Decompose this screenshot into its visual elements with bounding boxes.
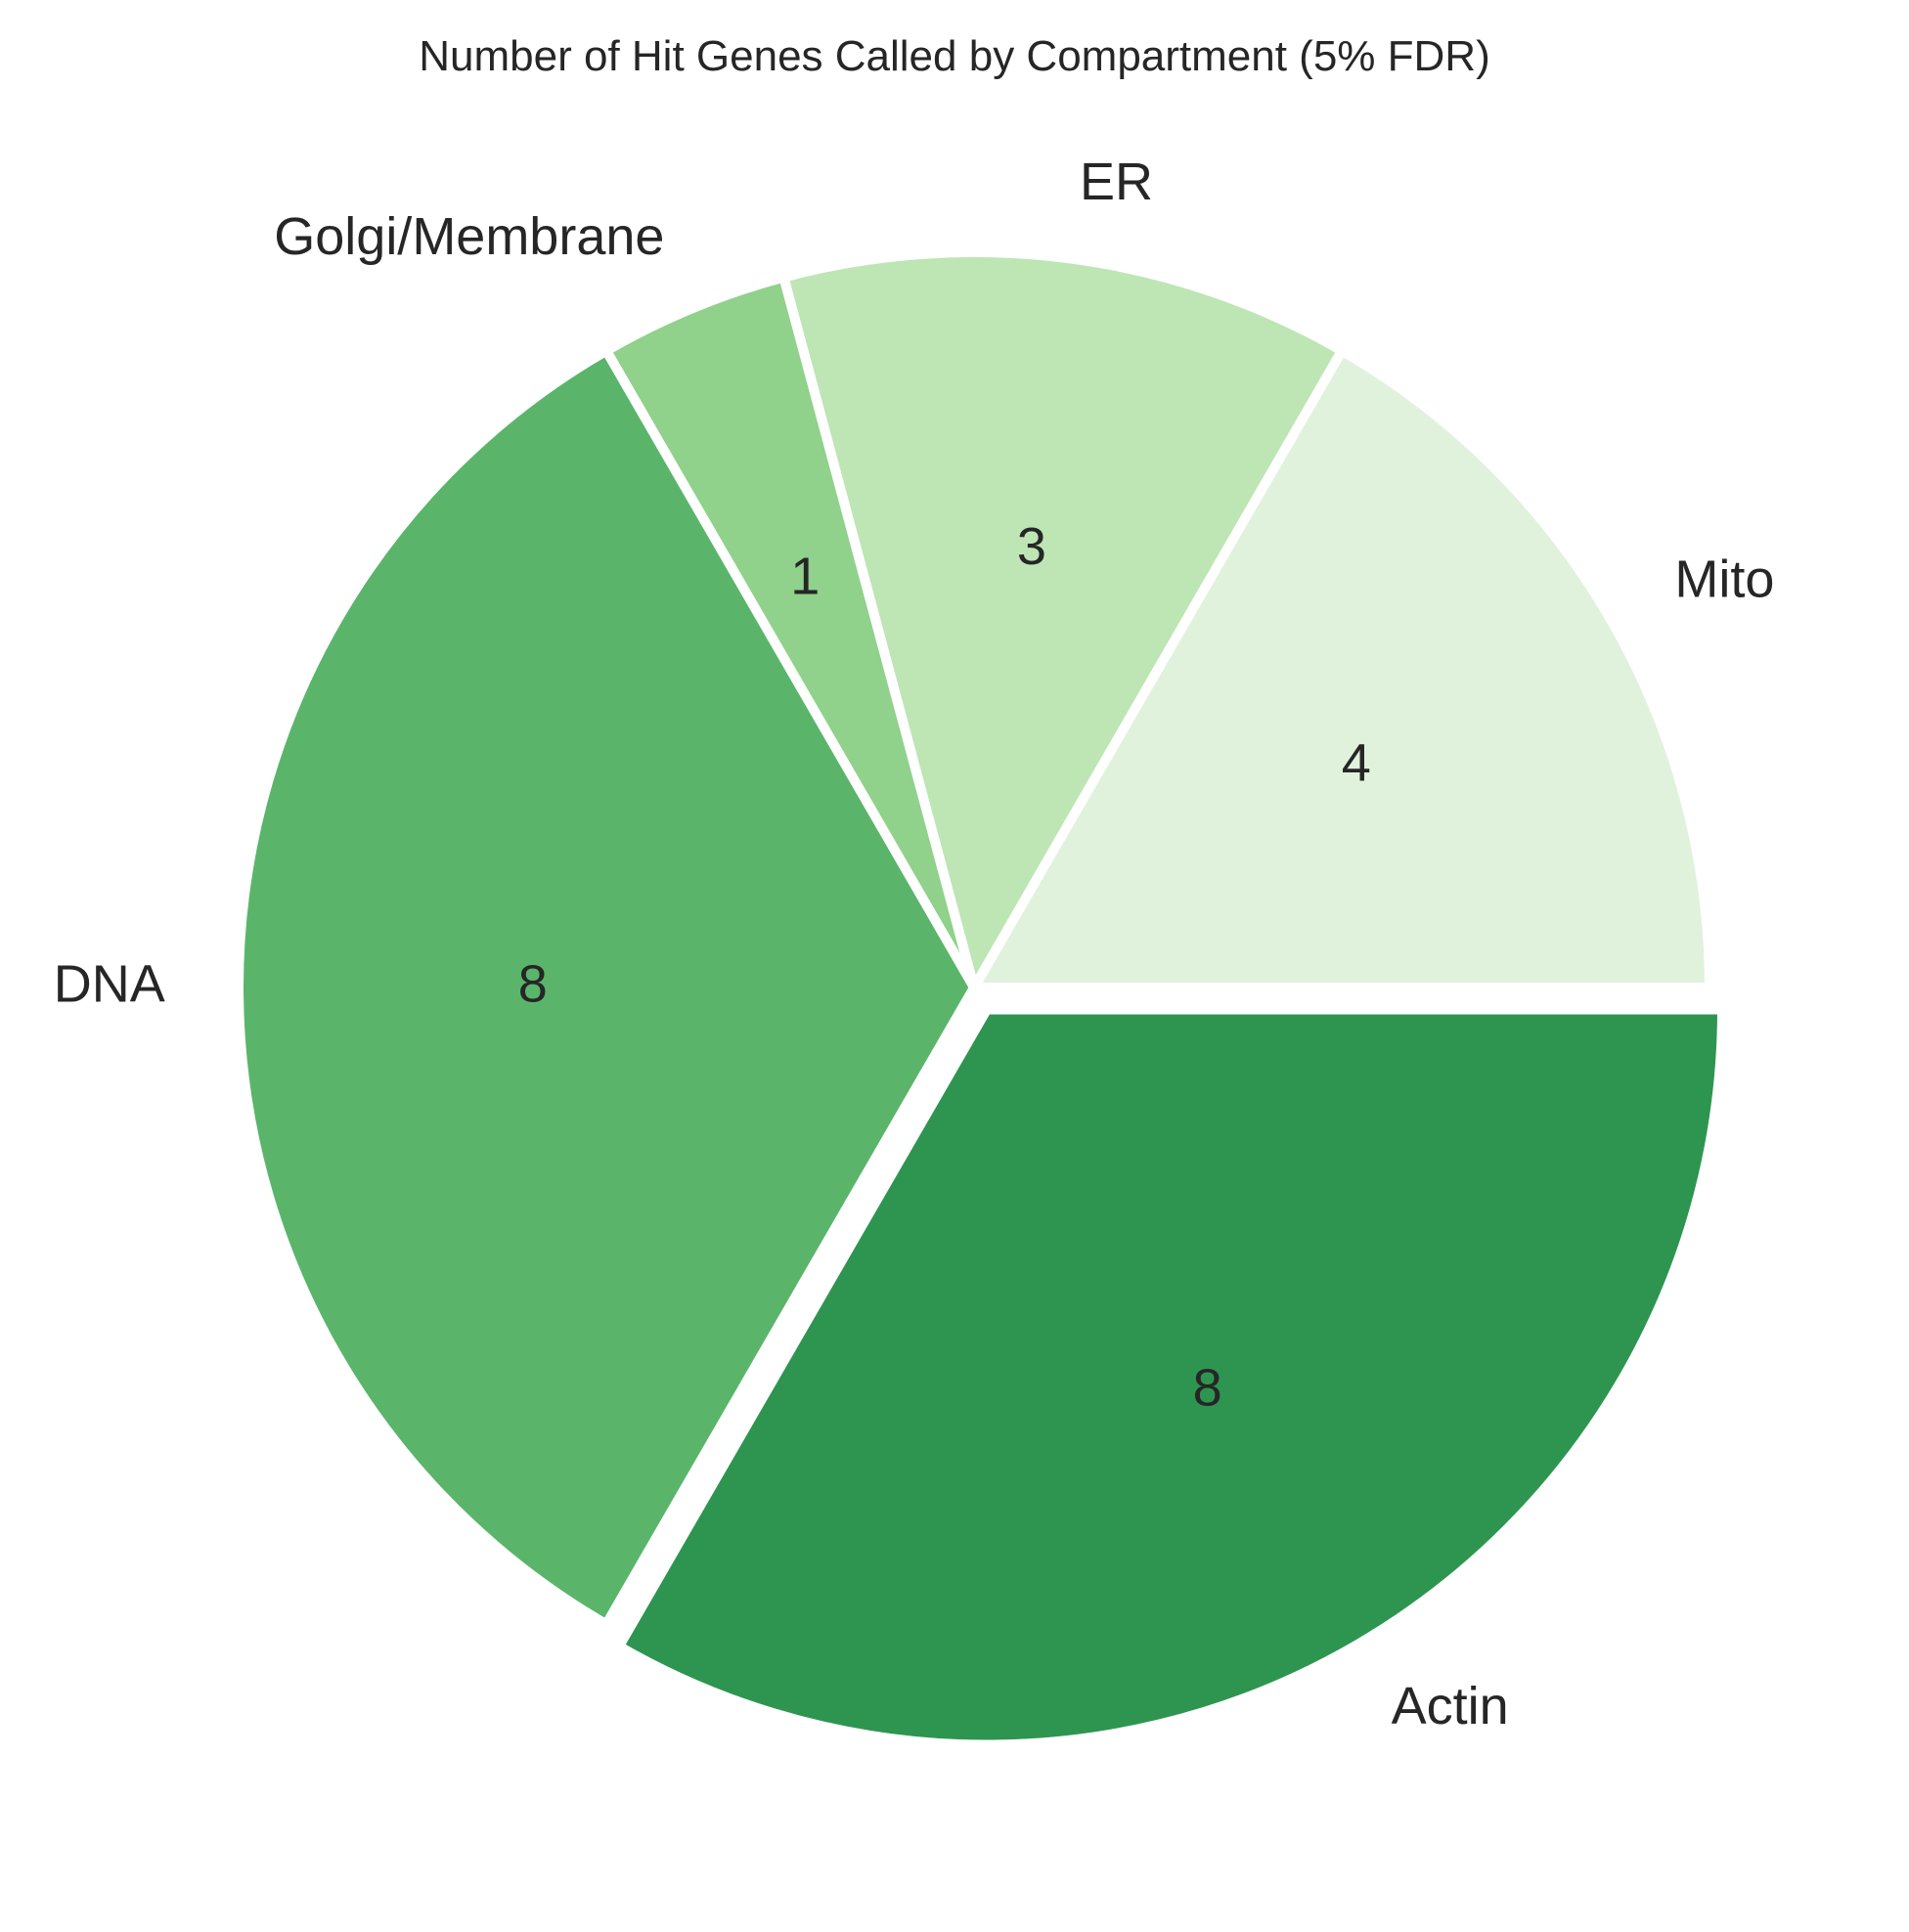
pie-slice-mito (969, 345, 1714, 992)
pie-slice-er (778, 247, 1347, 992)
category-label-mito: Mito (1674, 550, 1774, 609)
value-label-actin: 8 (1193, 1359, 1222, 1418)
category-labels: Mito ER Golgi/Membrane DNA Actin (54, 153, 1775, 1735)
value-label-mito: 4 (1342, 734, 1371, 793)
category-label-dna: DNA (54, 954, 165, 1013)
value-labels: 4 3 1 8 8 (518, 517, 1371, 1418)
value-label-dna: 8 (518, 954, 548, 1013)
chart-title: Number of Hit Genes Called by Compartmen… (419, 32, 1489, 80)
value-label-er: 3 (1017, 517, 1046, 576)
pie-slices (234, 247, 1727, 1750)
pie-slice-dna (234, 345, 979, 1630)
category-label-er: ER (1080, 153, 1153, 211)
category-label-actin: Actin (1392, 1677, 1509, 1735)
value-label-golgi-membrane: 1 (790, 547, 820, 605)
pie-slice-actin (614, 1004, 1727, 1750)
category-label-golgi-membrane: Golgi/Membrane (274, 207, 664, 266)
